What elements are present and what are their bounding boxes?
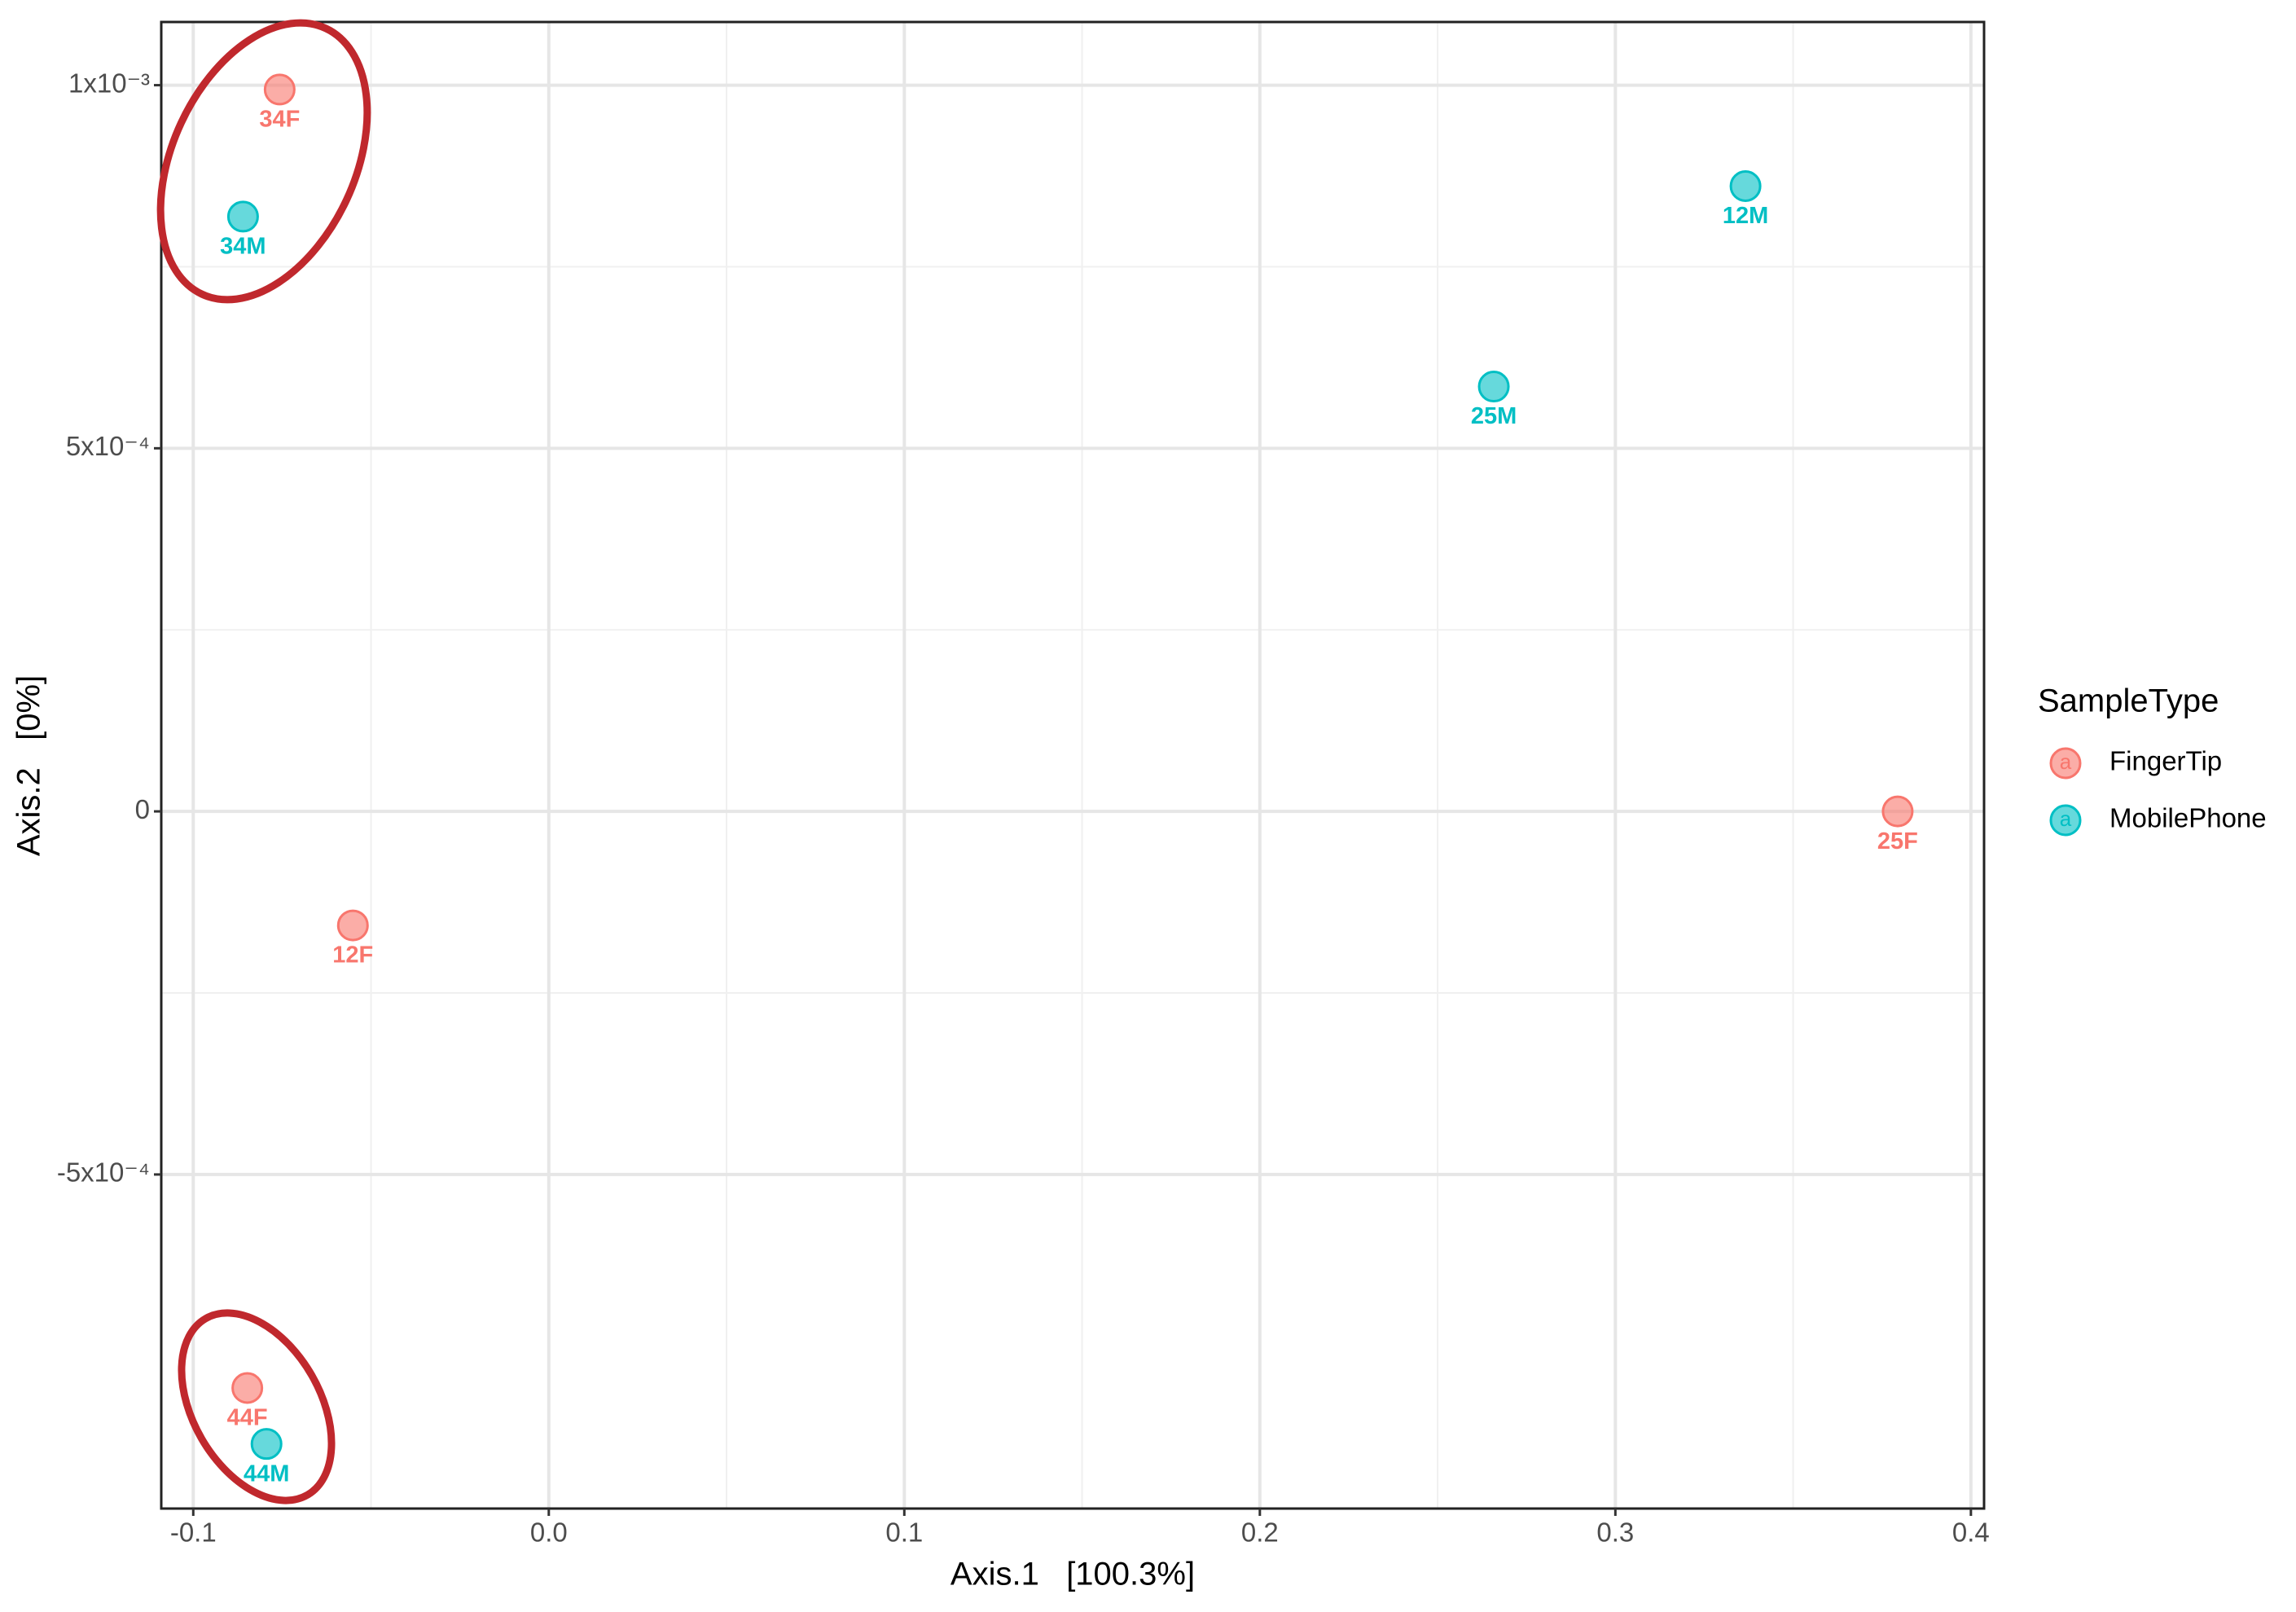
point-label: 25M <box>1471 403 1517 429</box>
legend-label: MobilePhone <box>2109 803 2267 833</box>
x-tick-label: 0.4 <box>1952 1518 1990 1548</box>
legend-key-text: a <box>2060 806 2072 831</box>
point <box>263 73 296 106</box>
point-label: 12M <box>1723 203 1768 229</box>
point-label: 44M <box>244 1460 289 1487</box>
x-tick-label: 0.2 <box>1241 1518 1279 1548</box>
point <box>250 1428 283 1460</box>
y-axis-title: Axis.2 [0%] <box>11 675 47 856</box>
highlight-ellipse <box>156 19 371 304</box>
point-label: 12F <box>332 942 373 969</box>
legend-key <box>2049 747 2082 780</box>
y-tick-label: 0 <box>135 794 150 824</box>
x-tick-label: 0.1 <box>885 1518 923 1548</box>
point <box>336 909 369 942</box>
y-tick-label: 5x10⁻⁴ <box>66 431 150 461</box>
point-label: 34F <box>259 107 300 133</box>
x-axis-title: Axis.1 [100.3%] <box>950 1557 1195 1592</box>
point-label: 25F <box>1877 828 1918 854</box>
y-tick-label: 1x10⁻³ <box>68 68 150 98</box>
points: 34F 12F 44F 25F 34M 12M 25M 44M <box>220 73 1918 1487</box>
legend-title: SampleType <box>2038 683 2219 719</box>
legend-label: FingerTip <box>2109 746 2222 776</box>
y-tick-label: -5x10⁻⁴ <box>57 1157 150 1188</box>
point-label: 44F <box>227 1405 268 1431</box>
point <box>226 200 259 233</box>
grid <box>161 22 1984 1509</box>
point <box>231 1372 264 1404</box>
legend-key <box>2049 804 2082 837</box>
panel-border <box>160 20 1986 1510</box>
x-tick-label: 0.3 <box>1596 1518 1634 1548</box>
point <box>1881 795 1914 828</box>
point-label: 34M <box>220 234 266 260</box>
highlight-ellipse <box>178 1309 336 1504</box>
legend-key-text: a <box>2060 749 2072 774</box>
point <box>1477 371 1510 403</box>
x-tick-label: 0.0 <box>530 1518 568 1548</box>
point <box>1729 169 1762 202</box>
x-tick-label: -0.1 <box>170 1518 217 1548</box>
